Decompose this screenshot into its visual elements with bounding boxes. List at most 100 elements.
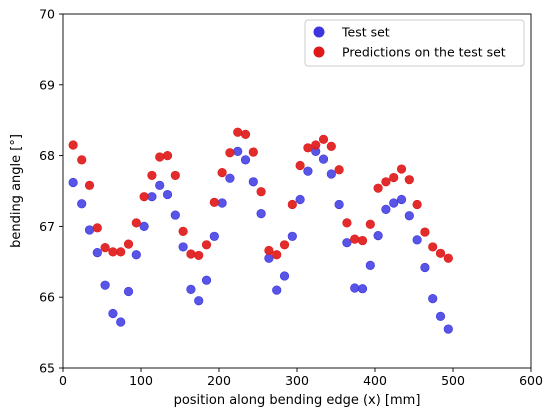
test-set-point — [420, 262, 430, 273]
prediction-point — [272, 250, 282, 260]
y-tick-label: 65 — [39, 361, 55, 376]
test-set-point — [272, 285, 282, 295]
test-set-point — [194, 296, 204, 306]
prediction-point — [100, 243, 110, 253]
prediction-point — [116, 247, 126, 257]
test-set-point — [170, 210, 180, 220]
test-set-point — [256, 209, 266, 219]
test-set-point — [389, 198, 399, 208]
test-set-point — [428, 294, 438, 304]
x-tick-label: 100 — [129, 373, 153, 388]
y-tick-label: 68 — [39, 148, 55, 163]
prediction-point — [350, 234, 360, 244]
test-set-point — [131, 250, 141, 260]
prediction-point — [170, 170, 180, 181]
legend-label-test-set: Test set — [341, 25, 390, 40]
prediction-point — [131, 218, 141, 228]
legend: Test set Predictions on the test set — [304, 19, 525, 67]
prediction-point — [389, 172, 399, 183]
test-set-point — [217, 198, 227, 208]
test-set-point — [240, 155, 251, 165]
x-tick-label: 200 — [207, 373, 231, 388]
prediction-point — [428, 242, 438, 252]
legend-label-predictions: Predictions on the test set — [342, 45, 506, 60]
prediction-point — [311, 140, 321, 150]
test-set-point — [108, 308, 118, 319]
test-set-point — [295, 194, 305, 205]
legend-marker-test-set — [313, 26, 325, 38]
prediction-point — [396, 164, 407, 174]
test-set-point — [279, 271, 290, 281]
prediction-point — [365, 219, 375, 229]
test-set-point — [350, 283, 360, 293]
test-set-point — [365, 260, 375, 270]
legend-box — [304, 19, 525, 67]
test-set-point — [155, 180, 165, 190]
test-set-point — [396, 194, 407, 205]
test-set-point — [116, 317, 126, 327]
prediction-point — [248, 147, 258, 157]
test-set-point — [381, 204, 391, 215]
x-tick-label: 0 — [59, 373, 67, 388]
test-set-point — [225, 173, 235, 183]
y-tick-label: 69 — [39, 77, 55, 92]
prediction-point — [256, 187, 266, 197]
test-set-point — [100, 280, 110, 290]
prediction-point — [147, 170, 157, 181]
prediction-point — [240, 129, 251, 139]
points-layer — [68, 127, 453, 334]
x-tick-label: 600 — [519, 373, 543, 388]
prediction-point — [108, 247, 118, 257]
y-tick-label: 67 — [39, 219, 55, 234]
prediction-point — [162, 151, 173, 161]
prediction-point — [233, 127, 243, 137]
test-set-point — [123, 286, 134, 297]
test-set-point — [373, 231, 383, 241]
test-set-point — [342, 238, 352, 248]
test-set-point — [162, 189, 173, 200]
prediction-point — [342, 218, 352, 228]
prediction-point — [373, 183, 383, 193]
test-set-point — [186, 284, 196, 295]
prediction-point — [435, 248, 446, 258]
prediction-point — [123, 239, 134, 249]
test-set-point — [178, 242, 188, 252]
test-set-point — [443, 324, 453, 334]
prediction-point — [381, 177, 391, 187]
test-set-point — [233, 146, 243, 156]
ticks-layer: 0 100 200 300 400 500 600 65 66 67 68 69 70 — [39, 7, 543, 389]
plot-frame — [62, 13, 532, 369]
prediction-point — [139, 192, 149, 202]
prediction-point — [155, 152, 165, 162]
test-set-point — [139, 221, 149, 231]
test-set-point — [201, 275, 212, 285]
test-set-point — [334, 199, 344, 210]
test-set-point — [92, 247, 102, 258]
prediction-point — [295, 160, 305, 171]
x-axis-label: position along bending edge (x) [mm] — [174, 393, 421, 408]
y-tick-label: 70 — [39, 7, 55, 22]
prediction-point — [443, 253, 453, 263]
prediction-point — [225, 148, 235, 158]
test-set-point — [287, 231, 297, 241]
prediction-point — [201, 240, 212, 250]
y-axis-label: bending angle [°] — [9, 134, 24, 248]
prediction-point — [334, 165, 344, 175]
test-set-point — [357, 284, 368, 294]
test-set-point — [209, 231, 219, 241]
prediction-point — [92, 223, 102, 233]
prediction-point — [279, 240, 290, 250]
prediction-point — [420, 227, 430, 237]
prediction-point — [68, 140, 78, 150]
prediction-point — [318, 134, 329, 144]
x-tick-label: 500 — [441, 373, 465, 388]
legend-marker-predictions — [313, 46, 325, 58]
test-set-point — [84, 225, 95, 235]
prediction-point — [303, 143, 313, 153]
y-tick-label: 66 — [39, 290, 55, 305]
test-set-point — [318, 154, 329, 164]
test-set-point — [303, 166, 313, 176]
prediction-point — [194, 250, 204, 261]
test-set-point — [326, 169, 336, 179]
